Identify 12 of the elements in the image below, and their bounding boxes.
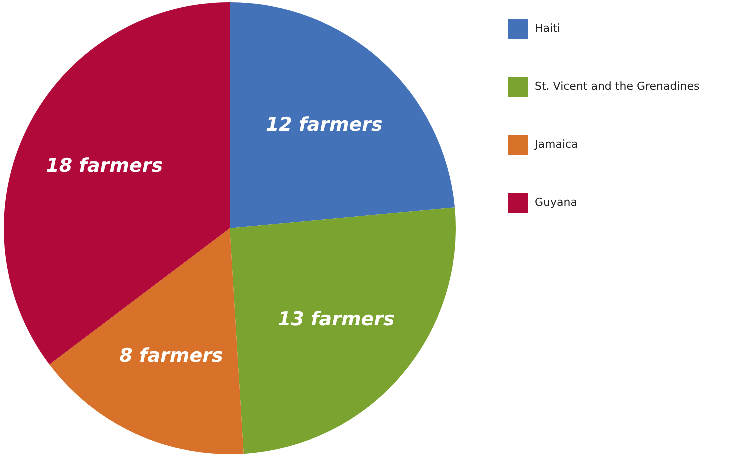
pie-slice bbox=[230, 208, 456, 454]
legend-label: Guyana bbox=[535, 196, 578, 209]
data-label: 18 farmers bbox=[46, 155, 164, 178]
data-label: 13 farmers bbox=[278, 308, 395, 331]
pie-slice bbox=[50, 228, 244, 454]
pie-slice bbox=[230, 2, 456, 228]
data-label: 12 farmers bbox=[266, 114, 383, 136]
data-label: 8 farmers bbox=[120, 344, 224, 367]
legend-label: St. Vicent and the Grenadines bbox=[535, 80, 700, 93]
legend-label: Haiti bbox=[535, 22, 560, 35]
pie-slice bbox=[4, 2, 230, 365]
legend-label: Jamaica bbox=[534, 138, 578, 151]
